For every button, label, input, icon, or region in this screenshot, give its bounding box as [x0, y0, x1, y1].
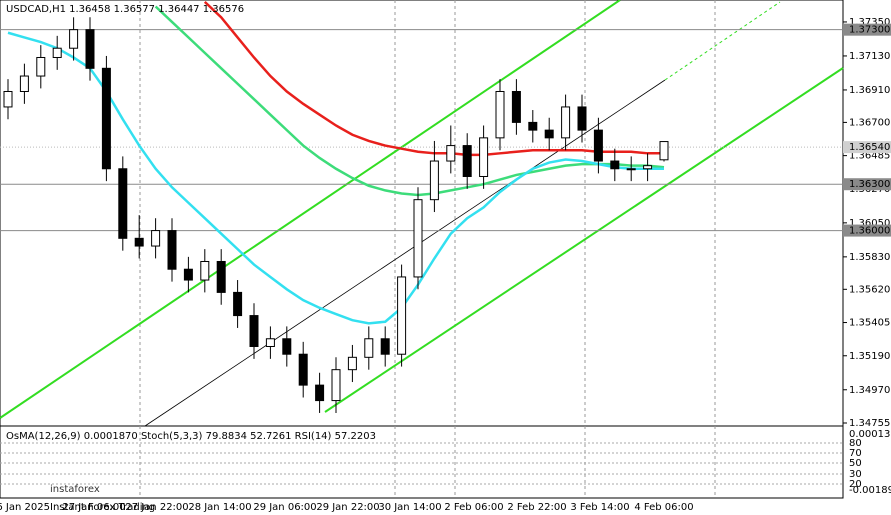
y-tick-label: 1.36700	[849, 117, 890, 128]
candle-body	[249, 315, 259, 347]
indicator-levels	[0, 442, 843, 485]
candle-body	[462, 145, 472, 177]
candle-body	[151, 230, 161, 247]
vertical-grid	[139, 0, 716, 498]
candle-body	[413, 199, 423, 278]
candle-body	[626, 168, 636, 171]
candle-body	[69, 29, 79, 49]
y-tick-label: 1.37130	[849, 51, 890, 62]
candle-body	[331, 369, 341, 402]
x-tick-label: 29 Jan 22:00	[316, 502, 379, 513]
candle-body	[265, 338, 275, 347]
watermark-sub: Instant Forex Trading	[50, 502, 155, 513]
candle-body	[85, 29, 95, 69]
candle-body	[577, 106, 587, 131]
candle-body	[364, 338, 374, 358]
x-tick-label: 27 Jan 06:00	[62, 502, 125, 513]
candle-body	[347, 356, 357, 371]
candle-body	[233, 291, 243, 317]
candle-body	[544, 129, 554, 139]
x-tick-label: 3 Feb 14:00	[570, 502, 629, 513]
candle-body	[118, 168, 128, 239]
y-tick-label: 1.37350	[849, 17, 890, 28]
candle-body	[19, 75, 29, 92]
y-tick-label: 1.34755	[849, 418, 890, 429]
y-tick-label: 1.36050	[849, 218, 890, 229]
y-tick-label: 1.35620	[849, 284, 890, 295]
candle-body	[495, 90, 505, 139]
indicator-tick-label: 70	[849, 448, 862, 459]
x-tick-label: 29 Jan 06:00	[253, 502, 316, 513]
indicator-tick-label: -0.001896	[849, 485, 891, 496]
y-tick-label: 1.35405	[849, 318, 890, 329]
candle-body	[643, 165, 653, 170]
x-tick-label: 2 Feb 22:00	[507, 502, 566, 513]
candle-body	[315, 384, 325, 402]
candle-body	[167, 230, 177, 270]
watermark: instaforex	[50, 484, 100, 495]
candle-body	[36, 56, 46, 77]
y-tick-label: 1.35830	[849, 252, 890, 263]
candle-body	[397, 276, 407, 355]
level-tag	[843, 178, 891, 191]
x-tick-label: 4 Feb 06:00	[634, 502, 693, 513]
trend-line	[144, 79, 666, 427]
y-tick-label: 1.36485	[849, 151, 890, 162]
y-tick-label: 1.35190	[849, 351, 890, 362]
x-tick-label: 2 Feb 06:00	[444, 502, 503, 513]
x-tick-label: 27 Jan 22:00	[125, 502, 188, 513]
level-label: 1.36000	[849, 226, 890, 237]
indicator-tick-label: 80	[849, 438, 862, 449]
channel-lines	[0, 0, 844, 419]
candle-body	[561, 106, 571, 139]
candle-body	[216, 260, 226, 293]
candle-body	[593, 129, 603, 162]
price-label: 1.36540	[849, 142, 890, 153]
candle-body	[298, 353, 308, 386]
candle-body	[610, 160, 620, 170]
candle-body	[659, 141, 669, 161]
candle-body	[282, 338, 292, 355]
candle-body	[511, 90, 521, 123]
candle-body	[183, 268, 193, 281]
candle-body	[52, 47, 62, 58]
trend-extension	[664, 1, 781, 81]
level-label: 1.36300	[849, 179, 890, 190]
x-tick-label: 28 Jan 14:00	[188, 502, 251, 513]
indicator-tick-label: 30	[849, 469, 862, 480]
x-tick-label: 26 Jan 2025	[0, 502, 50, 513]
candle-body	[479, 137, 489, 177]
candle-body	[200, 260, 210, 281]
chart-title: USDCAD,H1 1.36458 1.36577 1.36447 1.3657…	[6, 4, 244, 15]
candle-body	[380, 338, 390, 355]
candle-body	[3, 90, 13, 108]
level-tag	[843, 23, 891, 36]
candle-body	[429, 160, 439, 201]
candle-body	[101, 67, 111, 170]
candle-body	[528, 121, 538, 131]
level-tag	[843, 224, 891, 237]
moving-average	[7, 31, 664, 325]
x-tick-label: 30 Jan 14:00	[378, 502, 441, 513]
y-tick-label: 1.36910	[849, 85, 890, 96]
indicator-tick-label: 0.00013267	[849, 429, 891, 440]
candle-body	[446, 145, 456, 162]
indicator-tick-label: 20	[849, 479, 862, 490]
moving-average	[154, 5, 665, 197]
candle-body	[134, 237, 144, 247]
price-tag	[843, 141, 891, 154]
y-tick-label: 1.34970	[849, 385, 890, 396]
level-label: 1.37300	[849, 25, 890, 36]
indicator-tick-label: 50	[849, 458, 862, 469]
indicator-label: OsMA(12,26,9) 0.0001870 Stoch(5,3,3) 79.…	[6, 431, 376, 442]
